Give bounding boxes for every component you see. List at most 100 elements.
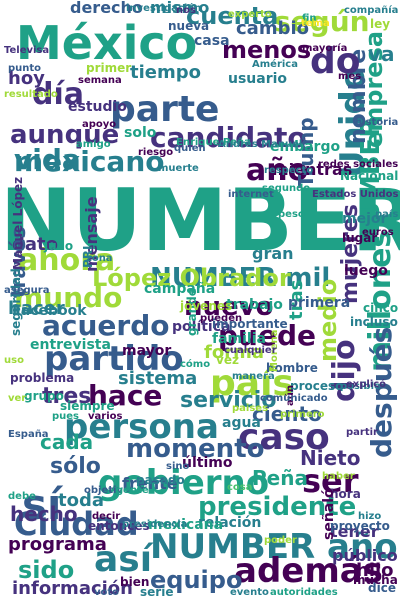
word-72: hijo (356, 560, 394, 581)
word-172: amigo (76, 139, 111, 150)
word-11: parte (110, 89, 220, 130)
word-28: después (365, 326, 398, 458)
word-84: agua (222, 415, 261, 431)
word-25: cuenta (186, 2, 279, 30)
word-129: fin (302, 13, 317, 24)
word-184: mes (338, 71, 362, 82)
word-87: entonces (88, 519, 150, 533)
word-102: serie (140, 585, 174, 599)
word-93: casa (194, 33, 230, 49)
word-135: respecto (264, 165, 314, 176)
word-4: partido (44, 339, 184, 379)
word-66: va (368, 42, 395, 66)
word-59: cambio (236, 18, 309, 39)
word-166: primero (280, 409, 325, 420)
word-143: hombre (266, 361, 318, 375)
word-142: vez (216, 353, 239, 367)
word-183: tema (301, 18, 330, 29)
word-80: política (172, 319, 231, 335)
word-108: problema (10, 371, 75, 385)
word-146: posible (340, 381, 381, 392)
word-37: menos (222, 36, 312, 64)
word-51: cada (40, 430, 94, 454)
word-98: Nacional (340, 169, 399, 183)
word-94: estudio (68, 99, 127, 115)
word-118: punto (8, 63, 42, 74)
word-15: año (246, 153, 309, 188)
word-30: ser (302, 462, 359, 500)
word-97: Facebook (12, 303, 87, 319)
word-127: experto (228, 9, 272, 20)
word-121: Enrique Peña (176, 137, 251, 148)
word-174: euros (362, 227, 394, 238)
word-155: haber (322, 471, 355, 482)
word-33: además (234, 551, 383, 591)
word-17: acuerdo (42, 309, 170, 342)
word-115: incluso (350, 315, 398, 329)
word-113: lugar (342, 231, 378, 245)
word-167: partir (346, 427, 378, 438)
word-91: usuario (228, 71, 288, 87)
word-95: nueva (168, 19, 210, 33)
word-178: voto (94, 587, 120, 598)
word-40: sólo (50, 454, 101, 479)
word-148: seguridad (9, 268, 23, 336)
word-61: derecho (70, 0, 143, 17)
word-112: mejor (342, 211, 388, 227)
word-124: mayoría (302, 43, 348, 54)
word-126: historia (355, 117, 399, 128)
word-22: mundo (14, 281, 123, 314)
word-82: primera (288, 295, 351, 311)
word-130: nos (176, 5, 196, 16)
word-110: julio (44, 239, 74, 253)
word-99: ley (370, 17, 391, 31)
word-7: país (210, 363, 294, 404)
word-52: sistema (118, 368, 198, 389)
word-175: cualquier (224, 345, 277, 356)
word-81: trabajo (226, 297, 283, 313)
word-169: Estados Unidos (312, 189, 399, 200)
word-75: tener (330, 522, 379, 541)
word-138: jóvenes (180, 299, 233, 313)
word-96: investigación (126, 3, 202, 14)
word-12: candidato (150, 121, 307, 154)
word-158: objetivo (84, 485, 130, 496)
word-56: toda (58, 490, 105, 511)
word-177: manera (232, 371, 275, 382)
word-64: hacer (8, 298, 65, 319)
word-116: zona (86, 253, 113, 264)
word-154: pasado (136, 473, 185, 487)
word-9: Ciudad (14, 505, 139, 543)
word-153: explicó (346, 379, 387, 390)
word-79: campaña (144, 281, 216, 297)
word-156: sino (166, 461, 190, 472)
word-173: peso (278, 209, 305, 220)
word-47: información (12, 578, 133, 599)
word-147: uso (4, 355, 24, 366)
word-150: varios (88, 411, 123, 422)
word-71: embargo (270, 139, 341, 155)
word-76: público (332, 546, 398, 565)
word-34: equipo (150, 566, 243, 594)
word-170: redes sociales (318, 159, 399, 170)
word-160: gente (116, 485, 149, 496)
word-136: Manuel López (11, 176, 25, 270)
word-73: frente (122, 474, 178, 493)
word-92: solo (124, 125, 157, 141)
word-165: autoridades (270, 587, 338, 598)
word-88: siempre (60, 399, 115, 413)
word-140: importante (212, 317, 288, 331)
word-43: servicio (180, 388, 277, 413)
word-63: hoy (8, 68, 45, 89)
word-50: hecho (10, 502, 78, 526)
word-134: internet (228, 189, 274, 200)
word-164: Televisa (4, 45, 50, 56)
word-55: ciento (252, 402, 322, 426)
word-117: primer (86, 61, 132, 75)
word-31: sí (22, 480, 62, 529)
word-114: cinco (363, 301, 399, 315)
word-32: así (94, 539, 153, 580)
word-144: proceso (290, 379, 344, 393)
word-133: muerte (158, 163, 199, 174)
